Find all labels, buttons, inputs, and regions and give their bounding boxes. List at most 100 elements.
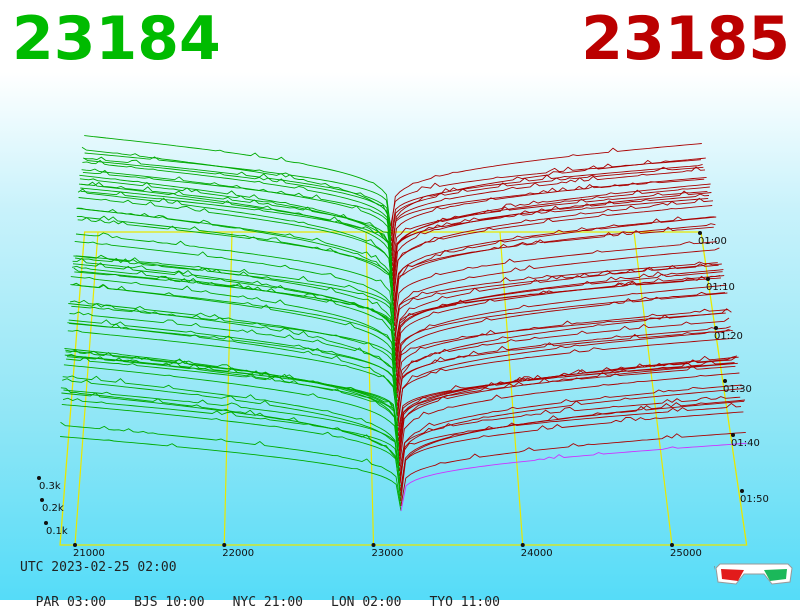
price-tick-label: 24000 [521,548,553,559]
ask-depth-line [392,186,710,282]
bid-depth-line [80,190,393,272]
bid-depth-line [64,354,400,457]
zone-nyc: NYC 21:00 [232,595,304,610]
ask-depth-line [398,372,740,467]
3d-glasses-icon[interactable] [714,560,794,592]
ask-depth-line [398,365,736,442]
ask-depth-line [397,337,733,422]
ask-depth-line [396,284,727,387]
timezone-list: PAR 03:00 BJS 10:00 NYC 21:00 LON 02:00 TYO … [20,580,528,610]
bid-depth-line [84,152,392,227]
bid-depth-line [82,169,392,247]
bid-depth-line [71,305,397,382]
ask-depth-line [392,190,712,292]
ask-depth-line [390,166,704,242]
ask-depth-line [398,355,738,452]
bid-depth-line [62,397,401,477]
bid-depth-line [69,299,398,397]
ask-depth-line [399,384,742,482]
bid-depth-line [70,283,398,392]
bid-depth-line [68,319,398,412]
bid-depth-line [72,265,397,371]
time-tick-dot [706,277,710,281]
axis-ticks: 21000 22000 23000 24000 25000 0.1k 0.2k 0.3k 01:… [37,231,769,559]
ask-depth-line [390,143,702,232]
ask-price: 23185 [581,4,790,74]
bid-depth-line [75,255,395,332]
ask-depth-line [393,223,716,317]
bid-depth-line [76,207,395,322]
ask-depth-line [399,411,744,492]
price-tick-label: 25000 [670,548,702,559]
ask-depth-line [392,183,711,287]
ask-depth-line [392,197,714,302]
bid-depth-line [62,375,401,482]
zone-par: PAR 03:00 [35,595,107,610]
bid-depth-line [70,276,397,387]
bid-depth-line [63,364,400,467]
bid-depth-line [80,187,393,277]
bid-depth-line [77,207,395,312]
bid-depth-line [84,135,392,232]
bid-depth-line [83,157,392,242]
bid-depth-line [77,188,394,302]
bid-depth-line [77,217,395,307]
bid-depth-line [65,349,400,448]
volume-tick-label: 0.1k [46,526,68,537]
bid-depth-line [68,303,399,417]
bid-depth-line [60,387,402,502]
bid-depth-line [79,174,394,287]
bid-depth-line [61,403,401,492]
bid-depth-line [69,311,398,402]
volume-tick-dot [44,521,48,525]
ask-depth-line [395,291,726,377]
ask-depth-line [399,388,743,484]
ask-depth-line [394,277,722,352]
bid-depth-line [81,146,393,257]
volume-tick-label: 0.3k [39,481,61,492]
price-gridline [223,231,233,546]
time-tick-dot [714,326,718,330]
bid-depth-line [73,254,396,357]
time-tick-dot [698,231,702,235]
ask-depth-line [396,308,729,394]
price-tick-dot [520,543,525,547]
time-tick-dot [740,489,744,493]
ask-depth-line [396,330,730,407]
bid-depth-line [78,197,394,297]
ask-depth-line [393,216,715,311]
bid-depth-line [61,392,401,497]
ask-depth-line [395,275,725,372]
price-tick-label: 23000 [372,548,404,559]
volume-tick-dot [37,476,41,480]
bid-depth-line [75,232,395,327]
ask-depth-line [397,308,732,417]
ask-depth-line [391,157,706,257]
ask-depth-line [395,271,723,362]
ask-depth-line [397,360,735,437]
ask-depth-line [395,269,724,367]
bid-depth-line [74,240,396,342]
ask-depth-line [397,329,734,427]
ask-depth-line [394,261,718,332]
bid-depth-line [73,267,396,352]
ask-depth-line [396,292,728,392]
time-tick-label: 01:20 [714,331,743,342]
time-tick-dot [731,433,735,437]
ask-depth-line [398,362,738,457]
price-gridline [74,231,99,546]
ask-depth-line [394,247,720,342]
utc-time: UTC 2023-02-25 02:00 [20,560,177,575]
price-tick-dot [222,543,227,547]
bid-depth-line [60,421,402,507]
time-tick-dot [723,379,727,383]
bid-depth-line [78,181,394,292]
ask-depth-line [400,399,746,502]
bid-depth-line [63,389,401,472]
ask-depth-line [390,159,702,227]
bid-depth-line [83,156,392,234]
bid-depth-line [82,159,393,251]
ask-depth-line [391,166,706,252]
price-gridline [499,231,524,546]
